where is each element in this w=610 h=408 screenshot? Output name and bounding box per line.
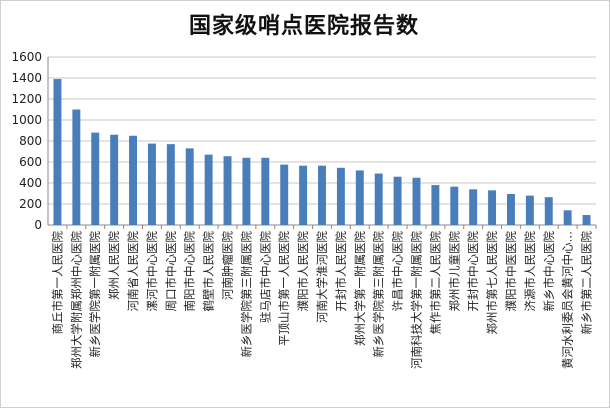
y-tick-label: 1400 [11, 71, 42, 85]
x-tick-label: 漯河市中心医院 [145, 231, 159, 312]
x-tick-label: 新乡市第二人民医院 [580, 231, 594, 335]
bar [261, 157, 270, 225]
x-tick-label: 黄河水利委员会黄河中心… [561, 231, 575, 369]
x-tick-label: 周口市中心医院 [164, 231, 178, 312]
bar [147, 143, 156, 225]
bar [469, 189, 478, 225]
y-tick-label: 800 [19, 134, 42, 148]
bar [431, 185, 440, 225]
bar [374, 173, 383, 225]
x-tick-label: 郑州大学第一附属医院 [353, 231, 367, 346]
y-tick-label: 200 [19, 197, 42, 211]
x-tick-label: 济源市人民医院 [523, 231, 537, 312]
x-tick-label: 许昌市中心医院 [391, 231, 405, 312]
x-tick-label: 河南大学淮河医院 [315, 231, 329, 323]
x-tick-label: 郑州人民医院 [107, 231, 121, 300]
bar [506, 194, 515, 225]
x-tick-label: 郑州市儿童医院 [447, 231, 461, 312]
x-tick-label: 新乡医学院第三附属医院 [239, 231, 253, 358]
x-tick-label: 新乡医学院第三附属医院 [372, 231, 386, 358]
bar [91, 132, 100, 225]
y-tick-label: 1200 [11, 92, 42, 106]
x-tick-label: 焦作市第二人民医院 [428, 231, 442, 335]
x-tick-label: 郑州大学附属郑州中心医院 [69, 231, 83, 369]
bar [185, 148, 194, 225]
x-tick-label: 开封市人民医院 [334, 231, 348, 312]
bar [129, 135, 138, 225]
y-tick-label: 600 [19, 155, 42, 169]
bar [53, 79, 62, 225]
bar [72, 109, 81, 225]
bar [280, 164, 289, 225]
x-tick-label: 濮阳市人民医院 [296, 231, 310, 312]
x-tick-label: 驻马店市中心医院 [258, 231, 272, 323]
x-tick-label: 河南省人民医院 [126, 231, 140, 312]
bar [412, 177, 421, 225]
bar [299, 165, 308, 225]
bar [525, 195, 534, 225]
y-tick-label: 400 [19, 176, 42, 190]
bar [393, 176, 402, 225]
x-tick-label: 鹤壁市人民医院 [202, 231, 216, 312]
x-tick-label: 商丘市第一人民医院 [50, 231, 64, 335]
chart-title: 国家级哨点医院报告数 [188, 14, 419, 39]
bar [450, 186, 459, 225]
bar [336, 167, 345, 225]
bar [223, 156, 232, 225]
y-tick-label: 1000 [11, 113, 42, 127]
x-tick-label: 南阳市中心医院 [183, 231, 197, 312]
bar [204, 154, 213, 225]
x-tick-label: 河南科技大学第一附属医院 [409, 231, 423, 369]
bar [355, 170, 364, 225]
y-tick-label: 1600 [11, 50, 42, 64]
bar [110, 134, 119, 225]
x-tick-label: 开封市中心医院 [466, 231, 480, 312]
bar [563, 210, 572, 225]
x-tick-label: 濮阳市中医医院 [504, 231, 518, 312]
x-tick-label: 新乡医学院第一附属医院 [88, 231, 102, 358]
x-tick-label: 河南肿瘤医院 [221, 231, 235, 300]
y-tick-label: 0 [34, 218, 42, 232]
x-tick-label: 平顶山市第一人民医院 [277, 231, 291, 346]
bar [318, 165, 326, 225]
bar [582, 215, 591, 225]
x-tick-label: 郑州市第七人民医院 [485, 231, 499, 335]
bar [488, 190, 497, 225]
bar [242, 157, 251, 225]
bar [166, 144, 175, 225]
bar [544, 197, 553, 225]
x-tick-label: 新乡市中心医院 [542, 231, 556, 312]
